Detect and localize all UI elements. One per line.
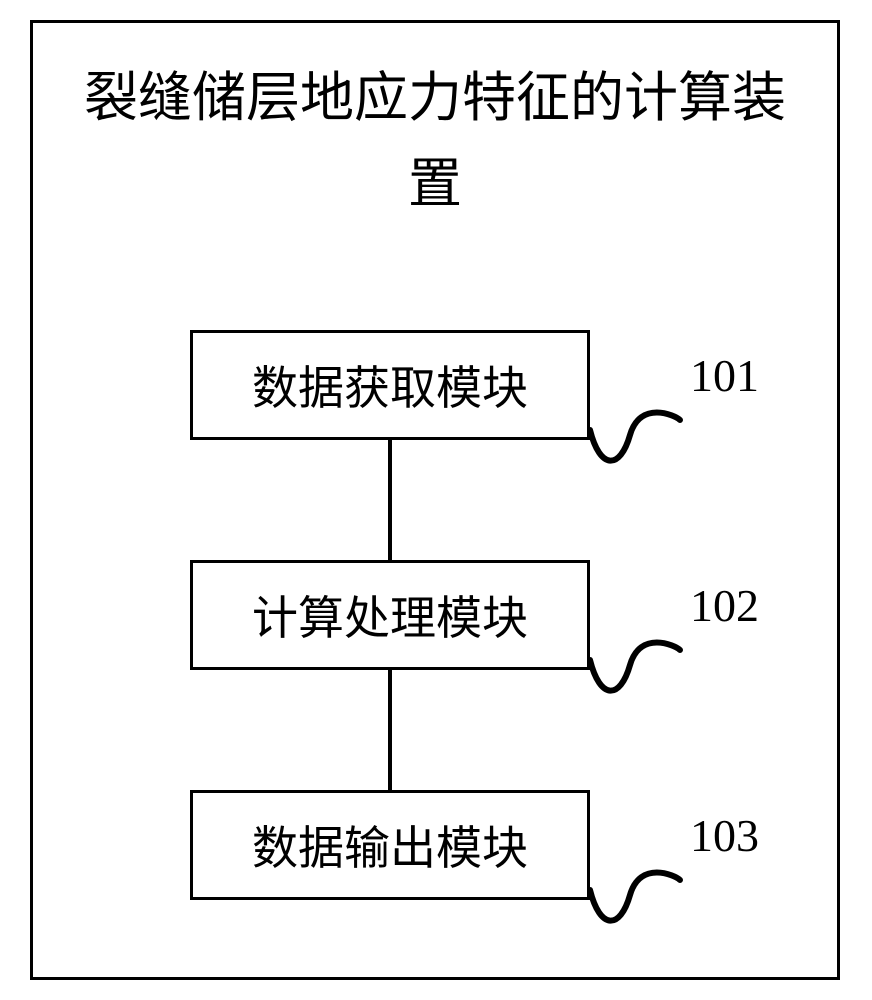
leader-curve [590, 413, 680, 461]
leader-curve [590, 873, 680, 921]
leader-curve [590, 643, 680, 691]
leader-lines [0, 0, 872, 1000]
